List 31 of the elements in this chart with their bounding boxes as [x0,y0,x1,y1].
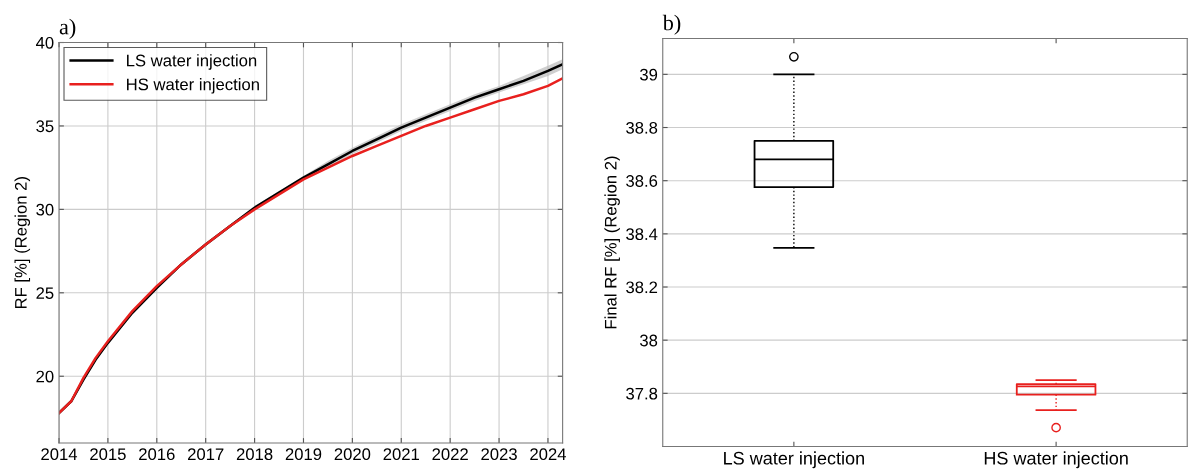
legend-label: HS water injection [127,78,259,94]
x-tick-label: 2016 [139,448,175,461]
x-tick-label: 2018 [236,448,273,461]
y-tick-label: 38.6 [626,175,658,187]
y-axis-title: Final RF [%] (Region 2) [604,156,620,329]
y-tick-label: 38 [639,334,658,347]
x-tick-label: 2021 [383,448,419,461]
legend-label: LS water injection [127,54,257,70]
y-tick-label: 38.2 [626,281,658,294]
x-tick-label: 2022 [432,448,468,461]
chart-title: a) [59,18,76,39]
x-tick-label: 2014 [41,448,78,461]
x-tick-label: 2020 [334,448,371,461]
x-tick-label: 2024 [530,448,567,461]
x-tick-label: 2019 [285,448,322,461]
y-tick-label: 35 [36,120,54,133]
x-tick-label: LS water injection [724,451,864,469]
y-tick-label: 37.8 [626,387,658,400]
x-tick-label: 2023 [481,448,517,461]
y-tick-label: 40 [35,36,54,49]
y-tick-label: 25 [36,287,54,300]
y-tick-label: 38.8 [626,121,658,134]
y-tick-label: 20 [36,370,54,383]
y-tick-label: 39 [639,68,658,81]
x-tick-label: HS water injection [984,451,1128,469]
x-tick-label: 2015 [90,448,126,461]
y-tick-label: 38.4 [626,228,658,241]
y-axis-title: RF [%] (Region 2) [14,177,31,309]
y-tick-label: 30 [36,203,54,216]
x-tick-label: 2017 [187,448,224,461]
chart-title: b) [662,14,681,35]
